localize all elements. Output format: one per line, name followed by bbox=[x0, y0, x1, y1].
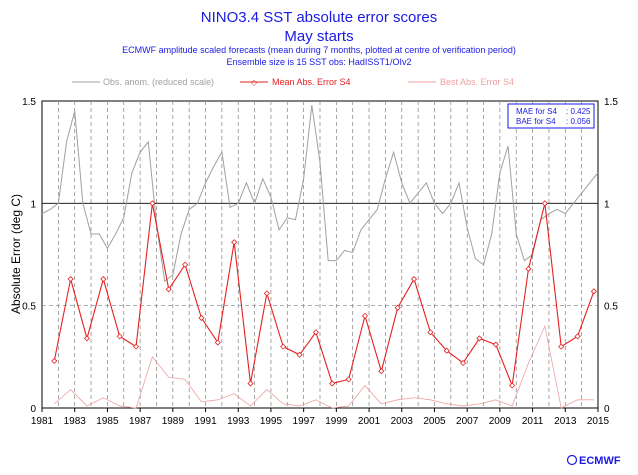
mae-point bbox=[165, 286, 172, 293]
y-tick-label-right: 1 bbox=[604, 199, 610, 210]
x-tick-label: 1981 bbox=[31, 416, 54, 427]
chart-subtitle: May starts bbox=[284, 28, 353, 45]
mae-point bbox=[492, 341, 499, 348]
x-tick-label: 1997 bbox=[293, 416, 316, 427]
series-line-mae bbox=[53, 203, 595, 388]
chart-title: NINO3.4 SST absolute error scores bbox=[201, 9, 437, 26]
x-tick-label: 1987 bbox=[129, 416, 152, 427]
mae-point bbox=[51, 357, 58, 364]
x-tick-label: 2001 bbox=[358, 416, 381, 427]
mae-point bbox=[329, 380, 336, 387]
mae-point bbox=[83, 335, 91, 342]
mae-point bbox=[67, 275, 74, 283]
y-tick-label-right: 1.5 bbox=[604, 97, 618, 108]
bae-label: BAE for S4 bbox=[516, 117, 556, 126]
mae-point bbox=[132, 343, 140, 350]
y-tick-label-left: 1.5 bbox=[22, 97, 36, 108]
x-tick-label: 2009 bbox=[489, 416, 512, 427]
x-tick-label: 1993 bbox=[227, 416, 250, 427]
x-tick-label: 1983 bbox=[64, 416, 87, 427]
mae-point bbox=[460, 359, 467, 367]
bae-value: : 0.056 bbox=[566, 117, 591, 126]
x-tick-label: 1995 bbox=[260, 416, 283, 427]
mae-value: : 0.425 bbox=[566, 107, 591, 116]
y-tick-label-left: 1 bbox=[30, 199, 36, 210]
mae-point bbox=[361, 312, 369, 319]
x-tick-label: 2007 bbox=[456, 416, 479, 427]
x-tick-label: 2005 bbox=[423, 416, 446, 427]
x-tick-label: 2011 bbox=[522, 416, 544, 427]
mae-point bbox=[443, 347, 450, 354]
legend-obs-label: Obs. anom. (reduced scale) bbox=[103, 77, 214, 87]
mae-point bbox=[410, 275, 418, 283]
x-axis-ticks: 1981 1983 1985 1987 1989 1991 1993 1995 1997 1999… bbox=[31, 408, 610, 427]
series-line-obs bbox=[41, 105, 599, 283]
mae-point bbox=[263, 290, 270, 297]
x-tick-label: 1989 bbox=[162, 416, 185, 427]
y-tick-label-left: 0 bbox=[30, 404, 36, 415]
mae-point bbox=[394, 304, 401, 311]
x-tick-label: 1991 bbox=[194, 416, 217, 427]
mae-point bbox=[149, 200, 156, 207]
x-tick-label: 1999 bbox=[325, 416, 348, 427]
y-tick-label-left: 0.5 bbox=[22, 302, 36, 313]
mae-point bbox=[378, 368, 385, 375]
mae-point bbox=[541, 200, 548, 207]
y-tick-label-right: 0 bbox=[604, 404, 610, 415]
mae-point bbox=[590, 288, 597, 295]
y-axis-label: Absolute Error (deg C) bbox=[9, 194, 23, 314]
mae-point bbox=[345, 376, 352, 383]
mae-point bbox=[525, 265, 532, 272]
mae-point bbox=[280, 343, 287, 350]
mae-point bbox=[100, 275, 107, 283]
mae-point bbox=[116, 333, 123, 340]
ecmwf-logo-text: ECMWF bbox=[579, 455, 621, 467]
ecmwf-logo: ECMWF bbox=[566, 454, 621, 467]
chart-note-forecast: ECMWF amplitude scaled forecasts (mean d… bbox=[122, 45, 516, 55]
x-tick-label: 2003 bbox=[391, 416, 414, 427]
mae-point bbox=[247, 380, 254, 387]
grid bbox=[42, 101, 598, 408]
mae-box: MAE for S4 : 0.425 BAE for S4 : 0.056 bbox=[507, 103, 595, 129]
mae-point bbox=[509, 382, 516, 389]
mae-point bbox=[574, 333, 581, 340]
mae-point bbox=[427, 329, 434, 336]
chart-note-ensemble: Ensemble size is 15 SST obs: HadISST1/OI… bbox=[227, 57, 412, 67]
mae-point bbox=[312, 329, 319, 336]
series bbox=[41, 105, 599, 409]
legend-bae-label: Best Abs. Error S4 bbox=[440, 77, 514, 87]
legend: Obs. anom. (reduced scale) ◇ Mean Abs. E… bbox=[72, 77, 514, 87]
mae-point bbox=[296, 351, 303, 358]
mae-point bbox=[182, 261, 189, 268]
ecmwf-logo-icon bbox=[566, 454, 578, 466]
series-line-bae bbox=[54, 324, 594, 409]
mae-point bbox=[198, 314, 205, 322]
mae-point bbox=[558, 343, 565, 350]
y-tick-label-right: 0.5 bbox=[604, 302, 618, 313]
x-tick-label: 2013 bbox=[554, 416, 577, 427]
y-axis-ticks: 0 0 0.5 0.5 1 1 1.5 1.5 bbox=[22, 97, 618, 415]
mae-point bbox=[476, 335, 483, 342]
x-tick-label: 2015 bbox=[587, 416, 610, 427]
x-tick-label: 1985 bbox=[96, 416, 119, 427]
mae-box-frame bbox=[507, 103, 595, 129]
legend-mae-label: Mean Abs. Error S4 bbox=[272, 77, 351, 87]
mae-point bbox=[231, 239, 238, 246]
mae-point bbox=[214, 339, 221, 346]
mae-label: MAE for S4 bbox=[516, 107, 557, 116]
legend-mae-marker: ◇ bbox=[251, 78, 258, 87]
